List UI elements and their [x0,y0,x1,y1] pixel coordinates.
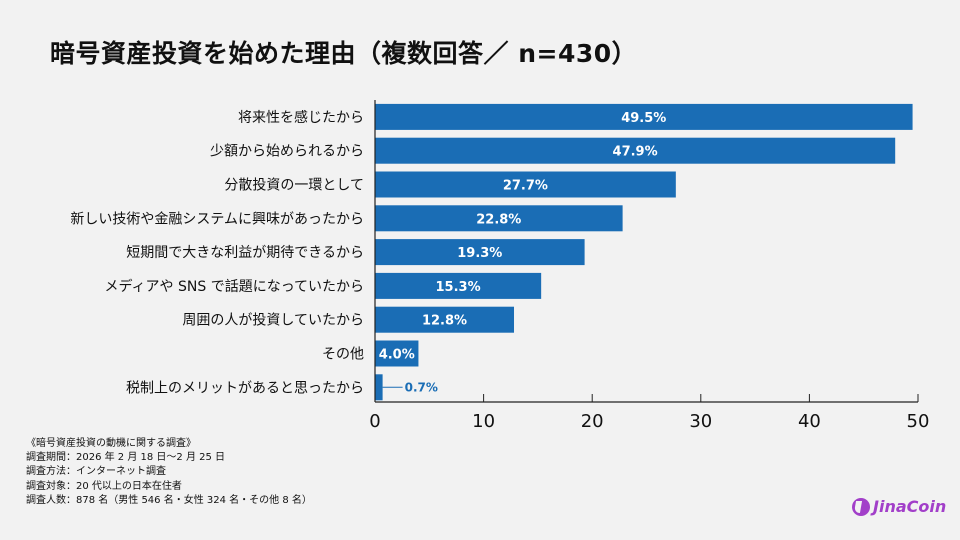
data-label: 19.3% [457,246,502,261]
data-label: 15.3% [436,280,481,295]
jinacoin-logo: JinaCoin [852,497,946,516]
logo-text: JinaCoin [873,497,947,516]
data-label: 49.5% [621,111,666,126]
x-tick-label: 40 [798,411,821,432]
chart-title: 暗号資産投資を始めた理由（複数回答／ n=430） [50,39,638,68]
data-label: 4.0% [379,348,415,363]
note-line: 調査人数：878 名（男性 546 名・女性 324 名・その他 8 名） [26,494,312,506]
logo-mark-icon [852,497,870,516]
category-label: 少額から始められるから [210,144,364,160]
x-tick-label: 20 [581,411,604,432]
bar [375,137,896,164]
data-label: 22.8% [476,212,521,227]
category-label: 短期間で大きな利益が期待できるから [126,245,364,261]
category-label: メディアや SNS で話題になっていたから [105,278,364,295]
bar [375,171,676,198]
category-label: 周囲の人が投資していたから [182,313,364,329]
data-label: 0.7% [405,380,438,394]
bar [375,374,383,401]
data-label: 12.8% [422,314,467,329]
bar [375,205,623,232]
note-line: 《暗号資産投資の動機に関する調査》 [26,438,196,449]
bar [375,272,542,299]
bar [375,306,515,333]
survey-notes: 《暗号資産投資の動機に関する調査》 調査期間：2026 年 2 月 18 日〜2… [26,437,312,508]
note-line: 調査期間：2026 年 2 月 18 日〜2 月 25 日 [26,452,226,464]
bar [375,103,913,130]
x-tick-label: 50 [907,411,930,432]
category-label: 税制上のメリットがあると思ったから [126,380,364,396]
x-tick-label: 10 [472,411,495,432]
x-tick-label: 30 [689,411,712,432]
category-label: その他 [322,347,364,363]
bar [375,239,585,266]
note-line: 調査対象：20 代以上の日本在住者 [26,480,182,492]
note-line: 調査方法：インターネット調査 [26,466,166,478]
data-label: 27.7% [503,179,548,194]
x-tick-label: 0 [369,411,380,432]
data-label: 47.9% [613,145,658,160]
category-label: 分散投資の一環として [224,178,364,194]
category-label: 新しい技術や金融システムに興味があったから [70,211,364,227]
bar [375,340,419,367]
category-label: 将来性を感じたから [238,109,364,126]
